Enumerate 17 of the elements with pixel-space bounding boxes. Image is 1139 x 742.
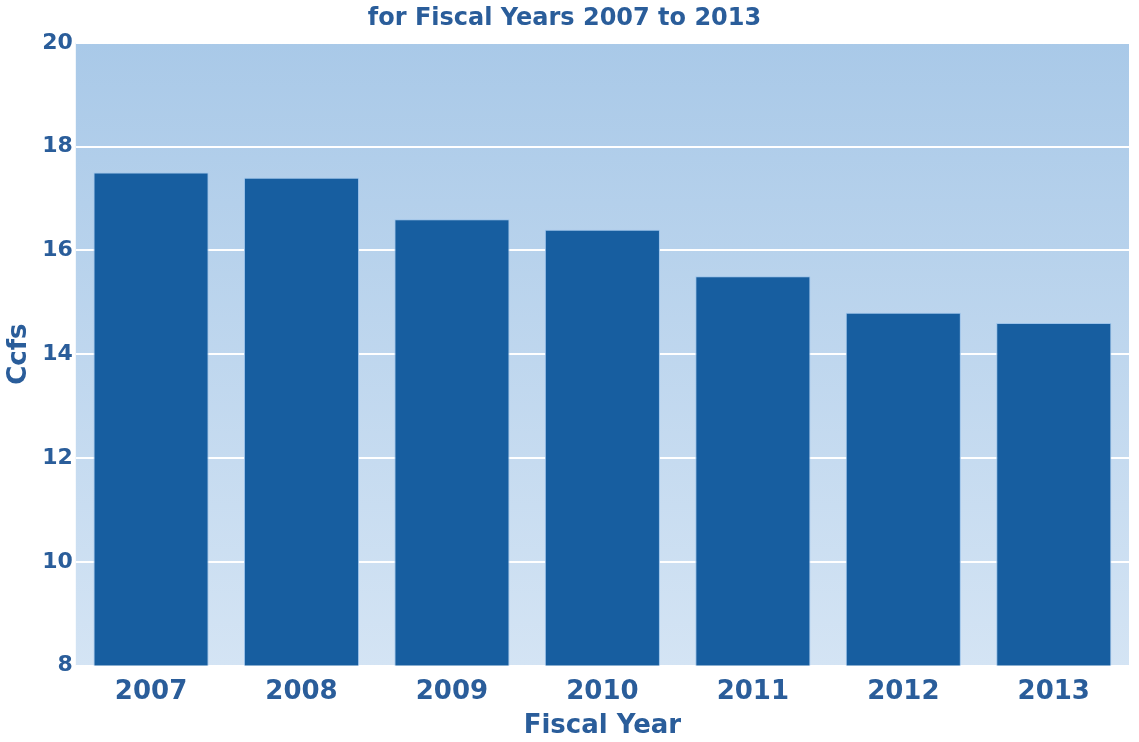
x-tick-label: 2007 [114,674,188,705]
x-tick-label: 2008 [265,674,338,705]
x-axis-title: Fiscal Year [523,709,682,740]
y-tick-label: 14 [42,339,73,365]
y-tick-label: 10 [42,547,73,573]
y-tick-label: 18 [42,132,73,158]
y-axis-title: Ccfs [2,323,33,385]
x-tick-label: 2010 [566,674,639,705]
x-tick-label: 2013 [1017,674,1090,705]
y-tick-label: 8 [57,651,73,677]
y-tick-label: 12 [42,443,73,469]
x-tick-label: 2011 [716,674,790,705]
chart-title: for Fiscal Years 2007 to 2013 [367,2,762,31]
x-tick-label: 2012 [867,674,940,705]
y-tick-label: 16 [42,236,73,262]
x-tick-label: 2009 [415,674,489,705]
y-tick-label: 20 [42,28,73,54]
